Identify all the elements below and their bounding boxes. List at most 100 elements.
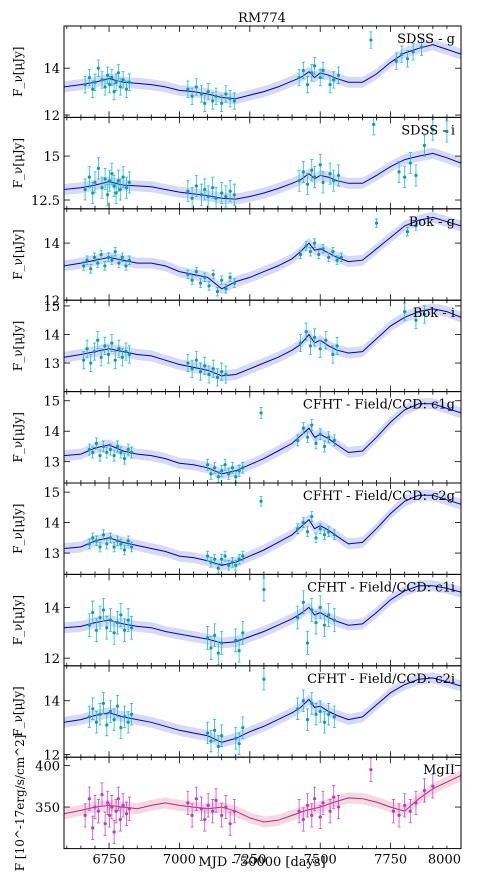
model-uncertainty-band bbox=[64, 489, 461, 571]
panel-label: CFHT - Field/CCD: c2g bbox=[303, 489, 455, 504]
x-tick-label: 7500 bbox=[304, 853, 337, 868]
data-point bbox=[301, 170, 305, 174]
data-point bbox=[127, 180, 131, 185]
data-point bbox=[228, 189, 232, 193]
data-point bbox=[112, 545, 116, 549]
data-point bbox=[99, 252, 103, 257]
data-point bbox=[96, 166, 100, 170]
data-point bbox=[115, 704, 120, 708]
data-point bbox=[105, 542, 109, 546]
data-point bbox=[224, 372, 228, 377]
data-point bbox=[332, 78, 336, 82]
data-point bbox=[94, 720, 98, 724]
data-point bbox=[223, 554, 227, 558]
data-point bbox=[121, 175, 125, 179]
data-point bbox=[194, 270, 198, 274]
data-point bbox=[214, 798, 218, 803]
data-point bbox=[331, 352, 335, 357]
data-point bbox=[215, 290, 220, 294]
panel-frame bbox=[63, 208, 462, 301]
data-point bbox=[224, 92, 228, 96]
data-point bbox=[101, 444, 106, 449]
model-uncertainty-band bbox=[64, 303, 461, 382]
data-point bbox=[211, 809, 215, 813]
data-point bbox=[114, 191, 118, 195]
data-point bbox=[96, 338, 100, 342]
panel-label: SDSS - g bbox=[397, 32, 455, 47]
data-point bbox=[108, 447, 113, 452]
y-tick-label: 14 bbox=[43, 328, 60, 343]
data-point bbox=[190, 196, 194, 200]
data-point bbox=[190, 367, 194, 371]
data-point bbox=[324, 338, 328, 342]
data-point bbox=[87, 447, 91, 452]
data-point bbox=[327, 255, 331, 259]
data-point bbox=[312, 797, 317, 801]
data-point bbox=[124, 264, 128, 268]
panel-7: 12 14 CFHT - Field/CCD: c2i F_ν[μJy] bbox=[11, 665, 462, 764]
data-point bbox=[108, 618, 113, 622]
data-point bbox=[322, 444, 327, 449]
data-point bbox=[101, 533, 106, 537]
data-point bbox=[87, 797, 91, 801]
data-point bbox=[94, 441, 98, 445]
data-point bbox=[298, 341, 303, 345]
data-point bbox=[129, 712, 134, 716]
data-point bbox=[296, 438, 300, 442]
data-point bbox=[124, 87, 129, 91]
x-tick-label: 7250 bbox=[233, 853, 266, 868]
data-point bbox=[297, 75, 301, 80]
data-point bbox=[110, 805, 114, 809]
data-point bbox=[403, 175, 407, 179]
data-point bbox=[228, 97, 232, 101]
data-point bbox=[112, 717, 116, 722]
panel-label: CFHT - Field/CCD: c2i bbox=[307, 672, 455, 687]
data-point bbox=[310, 608, 314, 612]
data-point bbox=[98, 712, 102, 716]
data-point bbox=[96, 261, 100, 265]
data-point bbox=[127, 352, 131, 357]
data-point bbox=[105, 450, 109, 455]
data-point bbox=[216, 475, 220, 479]
data-point bbox=[211, 272, 215, 277]
data-point bbox=[322, 623, 327, 627]
data-point bbox=[213, 466, 217, 470]
model-line bbox=[64, 216, 461, 290]
y-tick-label: 350 bbox=[35, 801, 60, 816]
data-point bbox=[232, 99, 236, 103]
y-axis-label: F_ν[μJy] bbox=[11, 138, 25, 188]
data-point bbox=[312, 175, 317, 179]
data-point bbox=[127, 807, 131, 811]
data-point bbox=[321, 180, 325, 185]
data-point bbox=[314, 712, 318, 716]
data-point bbox=[203, 817, 207, 822]
data-point bbox=[116, 179, 120, 183]
data-point bbox=[105, 723, 109, 727]
data-point bbox=[85, 258, 89, 262]
data-point bbox=[310, 514, 314, 519]
data-point bbox=[332, 179, 336, 183]
data-point bbox=[232, 281, 236, 285]
data-point bbox=[405, 230, 410, 234]
y-tick-label: 12 bbox=[43, 294, 60, 309]
data-point bbox=[124, 350, 128, 354]
panel-2: 12 14 Bok - g F_ν[μJy] bbox=[11, 208, 462, 309]
panel-plot-area bbox=[64, 668, 461, 758]
data-point bbox=[216, 744, 220, 749]
model-uncertainty-band bbox=[64, 39, 461, 105]
panel-plot-area bbox=[64, 302, 461, 387]
data-point bbox=[117, 347, 121, 351]
data-point bbox=[335, 258, 339, 262]
data-point bbox=[122, 548, 127, 552]
data-point bbox=[186, 801, 190, 805]
data-point bbox=[305, 530, 310, 534]
data-point bbox=[234, 563, 238, 567]
data-point bbox=[190, 278, 194, 282]
y-axis-label: F_ν[μJy] bbox=[11, 412, 25, 462]
data-point bbox=[328, 809, 332, 813]
data-point bbox=[223, 463, 227, 467]
data-point bbox=[310, 423, 314, 427]
data-point bbox=[305, 435, 310, 439]
data-point bbox=[318, 75, 322, 80]
data-point bbox=[98, 453, 102, 458]
